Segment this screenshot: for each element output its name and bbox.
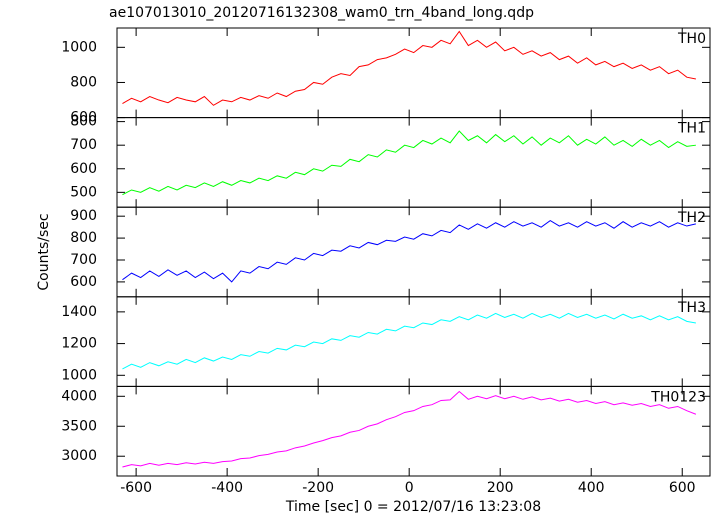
y-tick-label: 4000: [61, 388, 97, 404]
series-line: [122, 219, 697, 283]
plot-frame: [116, 296, 711, 387]
series-label: TH1: [677, 121, 706, 137]
x-tick-label: -400: [211, 480, 243, 496]
y-tick-label: 3500: [61, 418, 97, 434]
y-tick-label: 800: [70, 74, 97, 90]
series-label: TH2: [677, 210, 706, 226]
y-tick-label: 800: [70, 230, 97, 246]
series-label: TH0: [677, 31, 706, 47]
x-tick-label: 0: [405, 480, 414, 496]
y-tick-label: 900: [70, 208, 97, 224]
y-axis-label: Counts/sec: [36, 213, 52, 290]
series-label: TH3: [677, 300, 706, 316]
x-tick-label: -600: [120, 480, 152, 496]
series-line: [122, 312, 696, 370]
y-tick-label: 1000: [61, 39, 97, 55]
x-tick-label: 600: [669, 480, 696, 496]
y-tick-label: 1000: [61, 367, 97, 383]
y-tick-label: 3000: [61, 448, 97, 464]
series-line: [122, 30, 696, 106]
y-tick-label: 800: [70, 114, 97, 130]
y-tick-label: 500: [70, 184, 97, 200]
plot-frame: [116, 385, 711, 477]
series-label: TH0123: [650, 389, 706, 405]
y-tick-label: 1200: [61, 336, 97, 352]
x-tick-label: -200: [302, 480, 334, 496]
y-tick-label: 1400: [61, 304, 97, 320]
y-tick-label: 600: [70, 161, 97, 177]
y-tick-label: 700: [70, 137, 97, 153]
x-axis-label: Time [sec] 0 = 2012/07/16 13:23:08: [285, 499, 541, 515]
y-tick-label: 600: [70, 274, 97, 290]
chart-title: ae107013010_20120716132308_wam0_trn_4ban…: [109, 5, 534, 21]
y-tick-label: 700: [70, 252, 97, 268]
x-tick-label: 200: [487, 480, 514, 496]
plot-frame: [116, 27, 711, 119]
plot-frame: [116, 117, 711, 208]
plot-frame: [116, 206, 711, 298]
series-line: [122, 130, 696, 196]
x-tick-label: 400: [578, 480, 605, 496]
y-tick-label: 600: [70, 110, 97, 126]
series-line: [122, 390, 697, 468]
